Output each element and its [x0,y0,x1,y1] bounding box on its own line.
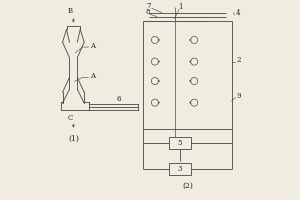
Text: 1: 1 [178,3,183,11]
Text: 2: 2 [236,56,241,64]
Text: 4: 4 [236,9,240,17]
Text: A: A [90,42,95,50]
Bar [165,21,170,127]
Text: 3: 3 [178,165,182,173]
Text: (2): (2) [182,182,193,190]
Text: (1): (1) [68,134,79,142]
Text: B: B [68,7,73,15]
Bar [169,137,191,149]
Bar [145,21,165,127]
Text: 7: 7 [147,2,151,10]
Bar [179,21,184,127]
Bar [184,21,204,127]
Text: C: C [68,114,73,122]
Text: 5: 5 [178,139,182,147]
Bar [169,163,191,175]
Text: 6: 6 [117,95,121,103]
Text: 9: 9 [236,92,241,100]
Text: A: A [90,72,95,80]
Bar [143,21,232,129]
Text: 8: 8 [146,8,150,16]
